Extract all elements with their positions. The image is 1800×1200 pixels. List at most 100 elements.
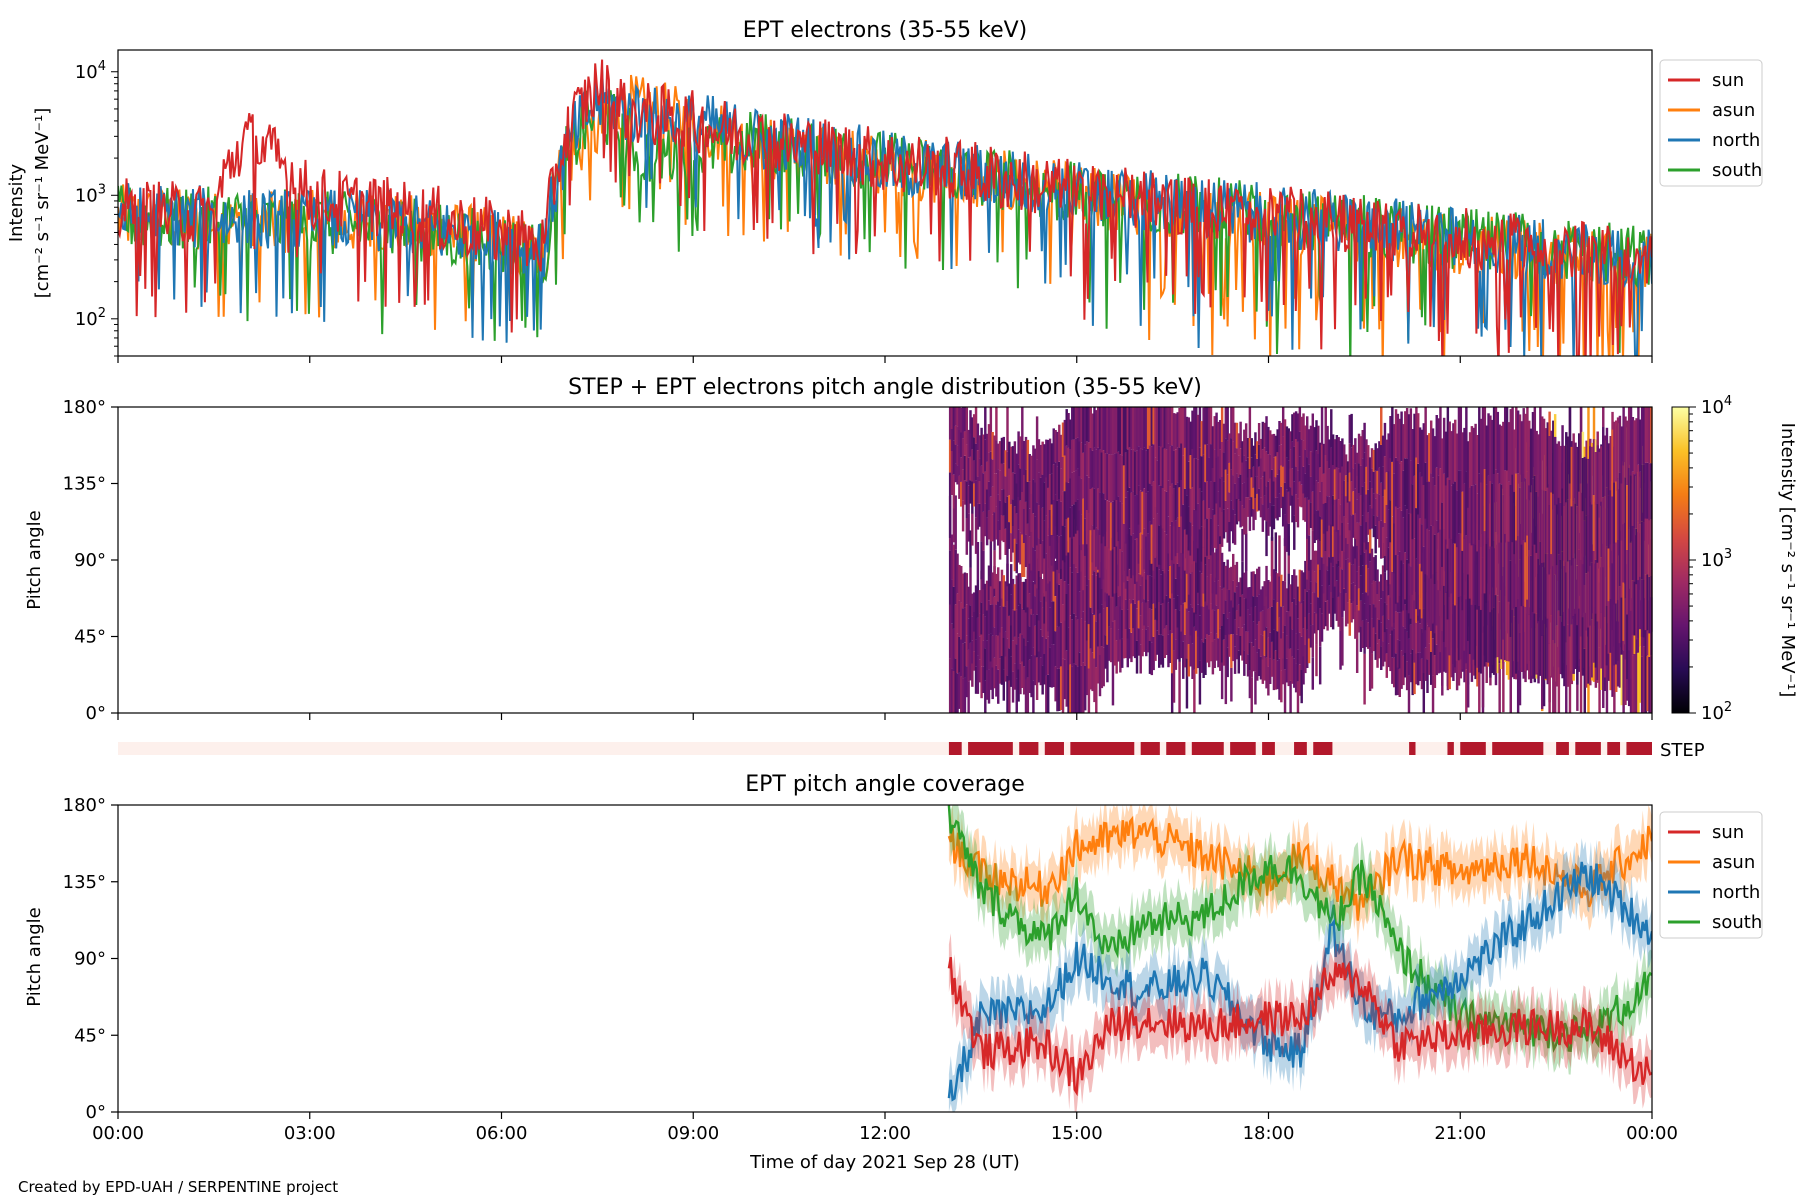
pad-cell <box>1302 656 1305 685</box>
pad-cell <box>1359 600 1363 627</box>
pad-cell <box>1250 457 1253 478</box>
pad-cell <box>1011 446 1015 473</box>
pad-cell <box>1431 675 1435 713</box>
pad-cell <box>1109 454 1113 503</box>
pad-cell <box>1091 487 1094 526</box>
pad-cell <box>998 606 1002 633</box>
pad-cell <box>1083 576 1087 622</box>
pad-cell <box>1389 597 1392 635</box>
pad-cell <box>1415 558 1418 610</box>
pad-cell <box>1095 667 1098 713</box>
pad-cell <box>1644 518 1648 575</box>
pad-cell <box>1269 502 1272 527</box>
pad-cell <box>1431 477 1435 526</box>
pad-cell <box>1135 407 1139 451</box>
pad-cell <box>1013 636 1017 664</box>
pad-cell <box>1026 523 1030 566</box>
pad-cell <box>1235 561 1239 587</box>
pad-cell <box>1572 442 1575 501</box>
pad-cell <box>958 672 961 709</box>
pad-cell <box>1113 575 1117 621</box>
pad-cell <box>1243 429 1246 456</box>
step-on-segment <box>1191 742 1224 755</box>
pad-cell <box>989 576 993 605</box>
pad-cell <box>1119 606 1122 640</box>
pad-cell <box>1361 593 1364 621</box>
pad-cell <box>1146 574 1150 601</box>
pad-cell <box>1004 656 1007 682</box>
pad-cell <box>1381 615 1385 642</box>
pad-cell <box>1269 607 1272 633</box>
pad-cell <box>1589 565 1592 626</box>
pad-cell <box>978 503 981 527</box>
pad-cell <box>1250 438 1253 458</box>
pad-cell <box>952 508 956 543</box>
pad-cell <box>1278 445 1281 470</box>
pad-cell <box>1046 636 1050 675</box>
pad-cell <box>1089 407 1092 448</box>
pad-cell <box>1355 605 1359 640</box>
pad-cell <box>1098 535 1102 578</box>
pad-cell <box>1324 551 1327 599</box>
pad-cell <box>1035 572 1039 615</box>
x-tick-label: 00:00 <box>92 1123 144 1144</box>
pad-cell <box>1285 635 1289 659</box>
pad-cell <box>1307 464 1311 500</box>
pad-cell <box>1380 646 1383 670</box>
pad-cell <box>1056 668 1059 712</box>
pad-cell <box>1278 617 1281 659</box>
pad-cell <box>1546 487 1549 554</box>
pad-cell <box>1252 509 1255 531</box>
pad-cell <box>1193 407 1196 459</box>
pad-cell <box>1157 485 1161 526</box>
pad-cell <box>989 661 993 690</box>
pad-cell <box>1296 649 1300 682</box>
pad-cell <box>1080 665 1083 713</box>
pad-cell <box>1067 482 1070 518</box>
pad-cell <box>1315 420 1318 451</box>
coverage-band-south <box>948 805 1652 1075</box>
pad-cell <box>972 460 976 484</box>
pad-cell <box>1472 485 1475 544</box>
pad-cell <box>1046 487 1050 536</box>
pad-cell <box>1631 417 1635 472</box>
pad-cell <box>1111 454 1115 502</box>
pad-cell <box>1050 558 1054 602</box>
pad-cell <box>1063 419 1067 456</box>
pad-cell <box>1413 659 1416 695</box>
pad-cell <box>1182 455 1185 505</box>
pad-cell <box>1435 467 1438 521</box>
pad-cell <box>1030 494 1033 533</box>
pad-cell <box>958 430 961 453</box>
pad-ytick-label: 45° <box>74 627 106 648</box>
pad-cell <box>1037 505 1041 539</box>
pad-cell <box>985 640 989 671</box>
pad-cell <box>974 666 978 694</box>
pad-cell <box>948 472 952 506</box>
pad-cell <box>1017 637 1020 670</box>
pad-cell <box>1357 566 1361 589</box>
pad-cell <box>1289 487 1292 506</box>
pad-cell <box>1376 493 1379 517</box>
pad-cell <box>1367 622 1370 649</box>
pad-cell <box>1280 638 1283 671</box>
pad-cell <box>1185 416 1189 457</box>
pad-cell <box>1072 564 1076 614</box>
pad-cell <box>1257 648 1261 676</box>
pad-cell <box>1618 529 1622 587</box>
pad-cell <box>1400 611 1403 651</box>
pad-cell <box>1172 526 1176 564</box>
pad-cell <box>1269 430 1272 455</box>
pad-cell <box>1137 446 1141 486</box>
pad-cell <box>1394 611 1398 654</box>
pad-cell <box>1505 470 1509 534</box>
pad-cell <box>1633 420 1636 475</box>
pad-cell <box>1540 562 1544 636</box>
pad-cell <box>1209 545 1213 575</box>
pad-cell <box>1472 601 1475 660</box>
pad-cell <box>1526 471 1529 536</box>
pad-cell <box>1202 454 1205 501</box>
pad-cell <box>1389 542 1392 585</box>
pad-cell <box>1483 593 1487 656</box>
pad-cell <box>1000 598 1004 628</box>
